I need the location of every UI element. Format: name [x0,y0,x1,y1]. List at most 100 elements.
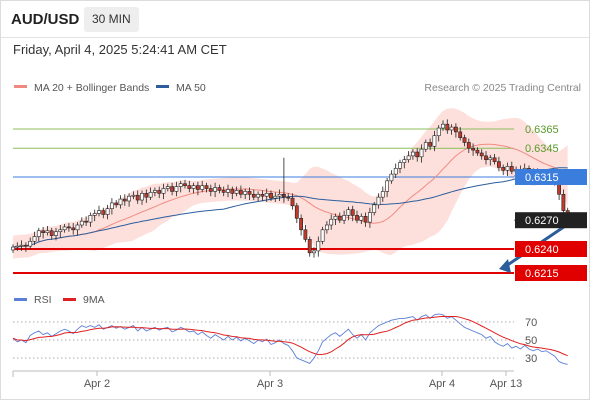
candle [264,188,269,202]
candle [165,183,170,192]
candle [251,189,256,201]
candle [67,223,71,232]
candle [415,148,420,162]
rsi-tick-label: 50 [525,335,537,347]
candle [372,201,377,216]
candle [492,153,497,165]
candle [196,181,200,196]
candle [342,210,347,225]
level-label-box [515,169,587,185]
level-label-box [515,265,587,281]
candle [428,138,433,151]
candle [153,187,157,197]
candle [208,184,213,197]
rsi-tick-label: 30 [525,353,537,365]
candle [79,217,84,228]
candle [333,213,338,225]
rsi-panel: 70 50 30 [12,313,568,365]
candle [471,143,476,156]
candle [213,182,218,198]
candle [312,247,316,258]
timestamp: Friday, April 4, 2025 5:24:41 AM CET [13,42,227,57]
candle [320,226,325,245]
candle [49,227,54,240]
candle [41,226,46,239]
rsi-tick-label: 70 [525,317,537,329]
candle [355,210,359,224]
candle [475,147,480,156]
candle [505,162,510,177]
level-label: 0.6345 [525,143,559,155]
candle [410,149,415,160]
candle [445,119,450,134]
candle [110,198,114,215]
level-label: 0.6270 [525,215,559,227]
candle [462,134,467,147]
rsi-legend-swatch [14,298,27,301]
candle [488,154,493,166]
candle [217,184,222,194]
candle [204,182,209,193]
candle [118,195,123,209]
ma20-legend-swatch [14,85,27,88]
candle [290,193,295,210]
candle [458,127,463,141]
moving-averages [12,143,568,248]
candle [97,205,101,217]
candle [226,184,230,198]
level-label: 0.6215 [525,268,559,280]
candle [230,186,235,200]
candle [398,159,402,174]
candle [62,224,67,233]
candle [19,240,24,251]
candle [191,182,196,194]
bollinger-bands [13,108,568,259]
bollinger-band-fill [13,108,568,259]
candle [23,242,28,252]
x-tick-label: Apr 3 [257,378,283,390]
candlesticks [11,119,570,258]
candle [466,138,471,153]
candle [32,231,37,246]
rsi-ma-line [12,315,568,357]
candle [131,191,136,200]
chart-header: AUD/USD 30 MIN [1,1,589,38]
candle [324,221,329,234]
candle [329,214,334,230]
candle [389,170,394,184]
candle [11,244,15,253]
candle [363,212,368,227]
candle [256,191,261,201]
candle [269,190,273,201]
level-label: 0.6315 [525,172,559,184]
x-tick-label: Apr 4 [429,378,455,390]
candle [385,177,390,198]
candle [303,225,308,243]
ma50-line [12,167,568,248]
candle [441,120,445,131]
candle [183,179,187,189]
timeframe-badge[interactable]: 30 MIN [84,7,139,32]
candle [316,236,321,257]
time-axis: Apr 2 Apr 3 Apr 4 Apr 13 [12,370,522,390]
candle [170,182,175,196]
candle [376,193,381,209]
candle [45,225,50,236]
candle [101,207,106,219]
candle [359,213,364,225]
candle [58,225,63,238]
candle [161,183,166,200]
level-label: 0.6240 [525,244,559,256]
ma20-line [12,143,568,248]
x-tick-label: Apr 2 [84,378,110,390]
candle [393,163,398,178]
candle [501,164,506,176]
rsi-legend-label: RSI [34,294,52,306]
candle [277,189,282,201]
candle [15,242,20,251]
candle [114,200,119,208]
candle [148,187,153,201]
candle [127,193,132,207]
candle [200,180,205,193]
